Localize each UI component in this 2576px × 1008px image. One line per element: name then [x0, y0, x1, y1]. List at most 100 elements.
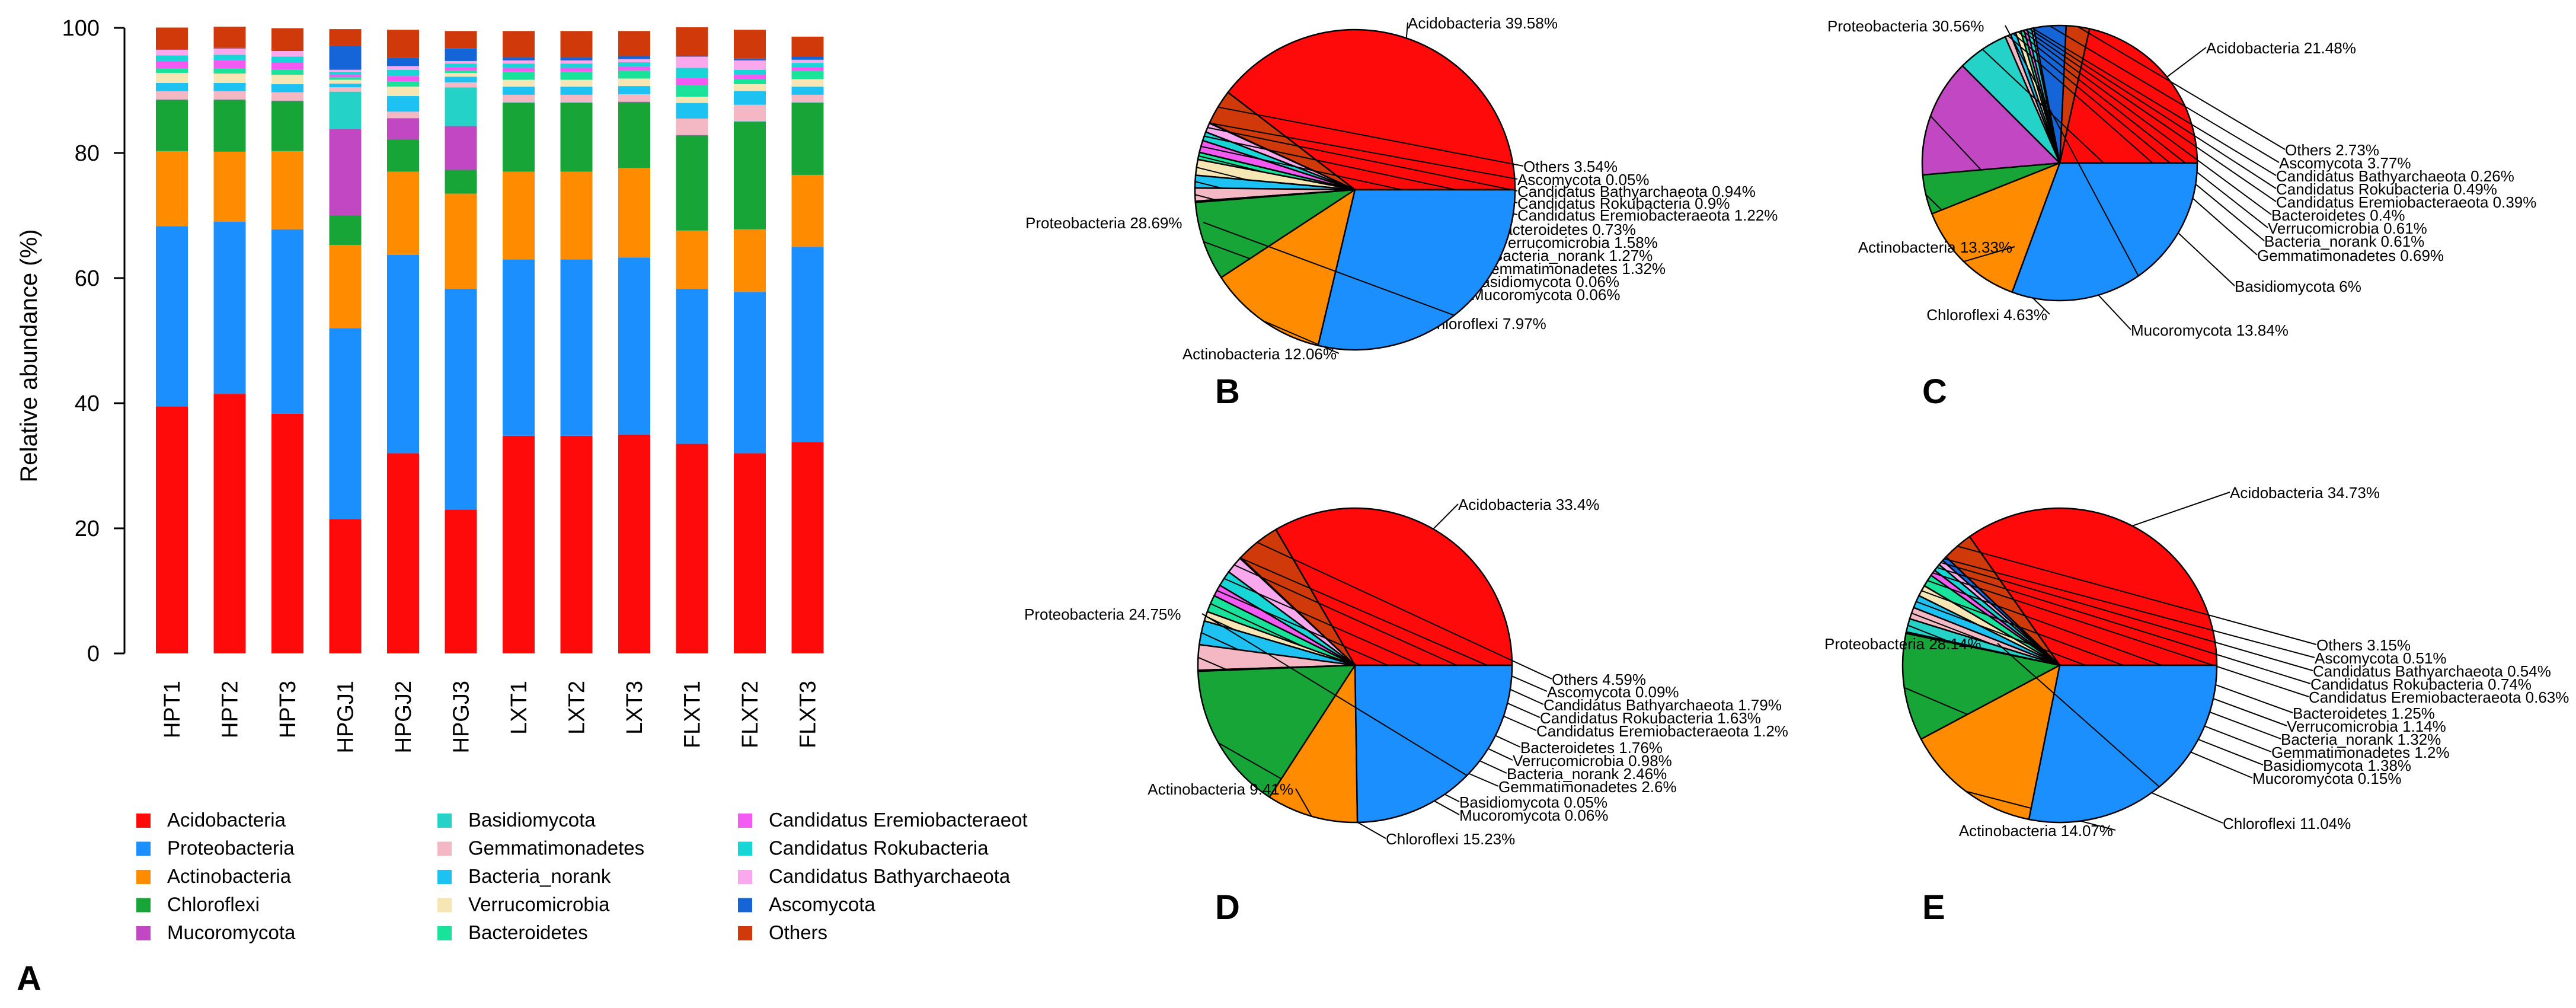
x-tick-label-flxt3: FLXT3	[796, 681, 821, 748]
bar-flxt3-ascomycota	[791, 56, 824, 60]
pie-e-label-verrucomicrobia: Verrucomicrobia 1.14%	[2287, 717, 2446, 735]
pie-c-leader-verrucomicrobia	[2018, 31, 2268, 228]
bar-hpt1-gemmatimonadetes	[156, 91, 188, 100]
x-tick-label-hpt3: HPT3	[276, 681, 301, 738]
bar-hpgj2-gemmatimonadetes	[387, 111, 419, 118]
bar-hpt3-candidatus-rokubacteria	[271, 56, 303, 63]
bar-lxt2-candidatus-eremiobacteraeota	[560, 68, 593, 72]
pie-c-leader-candidatus-eremiobacteraeota	[2025, 29, 2277, 202]
pie-e-slice-acidobacteria	[1968, 507, 2218, 666]
legend-label-bacteria-norank: Bacteria_norank	[468, 865, 611, 887]
bar-hpgj3-ascomycota	[445, 48, 477, 61]
bar-hpt3-proteobacteria	[271, 229, 303, 414]
bar-hpt3-acidobacteria	[271, 413, 303, 653]
bar-flxt1-mucoromycota	[676, 135, 708, 136]
pie-d-label-proteobacteria: Proteobacteria 24.75%	[1024, 605, 1181, 623]
bar-flxt3-candidatus-rokubacteria	[791, 63, 824, 68]
pie-e-leader-verrucomicrobia	[1921, 590, 2287, 726]
bar-lxt1-chloroflexi	[503, 103, 535, 172]
legend-swatch-proteobacteria	[136, 841, 151, 856]
pie-d-label-actinobacteria: Actinobacteria 9.41%	[1148, 780, 1293, 798]
panel-c: Acidobacteria 21.48% Others 2.73%Ascomyco…	[1827, 17, 2536, 339]
bar-lxt2-bacteria-norank	[560, 87, 593, 95]
bar-flxt2-bacteria-norank	[734, 91, 766, 105]
bar-lxt2-acidobacteria	[560, 435, 593, 653]
bar-lxt3-proteobacteria	[618, 257, 650, 435]
bar-lxt1-candidatus-bathyarchaeota	[503, 60, 535, 64]
bar-flxt3-proteobacteria	[791, 247, 824, 442]
bar-flxt3-gemmatimonadetes	[791, 94, 824, 103]
x-tick-label-hpt2: HPT2	[218, 681, 243, 738]
pie-d-leader-others	[1257, 541, 1552, 680]
pie-e-label-bacteroidetes: Bacteroidetes 1.25%	[2293, 704, 2435, 722]
bar-hpt3-ascomycota	[271, 50, 303, 52]
bar-hpt2-candidatus-rokubacteria	[213, 55, 246, 60]
pie-c-label-chloroflexi: Chloroflexi 4.63%	[1926, 306, 2047, 324]
bar-hpgj1-gemmatimonadetes	[329, 87, 362, 92]
bar-hpgj2-acidobacteria	[387, 453, 419, 653]
bar-hpgj2-bacteroidetes	[387, 81, 419, 87]
bar-flxt3-bacteroidetes	[791, 71, 824, 79]
bar-flxt2-candidatus-bathyarchaeota	[734, 60, 766, 70]
bar-flxt3-candidatus-bathyarchaeota	[791, 59, 824, 63]
pie-b-leader-proteobacteria	[1203, 222, 1455, 316]
bar-hpgj1-candidatus-rokubacteria	[329, 71, 362, 75]
bar-flxt3-actinobacteria	[791, 174, 824, 247]
bar-hpt2-bacteria-norank	[213, 82, 246, 91]
bar-flxt2-actinobacteria	[734, 229, 766, 292]
bar-hpgj1-verrucomicrobia	[329, 79, 362, 84]
bar-lxt3-candidatus-bathyarchaeota	[618, 59, 650, 63]
bar-flxt1-others	[676, 27, 708, 56]
bar-hpgj1-proteobacteria	[329, 328, 362, 519]
bar-lxt2-others	[560, 31, 593, 58]
bar-hpt2-gemmatimonadetes	[213, 91, 246, 100]
bar-hpt2-ascomycota	[213, 47, 246, 49]
bar-flxt3-bacteria-norank	[791, 87, 824, 95]
pie-e-label-basidiomycota: Basidiomycota 1.38%	[2263, 757, 2411, 774]
y-axis: 0 20 40 60 80 100	[62, 16, 126, 666]
bar-lxt1-others	[503, 31, 535, 58]
x-tick-label-lxt2: LXT2	[565, 681, 590, 735]
bar-flxt1-proteobacteria	[676, 288, 708, 444]
bar-hpt1-candidatus-eremiobacteraeota	[156, 60, 188, 69]
pie-e-label-candidatus-rokubacteria: Candidatus Rokubacteria 0.74%	[2310, 675, 2532, 693]
bar-hpgj3-gemmatimonadetes	[445, 82, 477, 88]
legend-swatch-ascomycota	[738, 898, 752, 913]
legend-swatch-gemmatimonadetes	[437, 841, 452, 856]
legend-label-chloroflexi: Chloroflexi	[167, 894, 260, 916]
pie-b-label-verrucomicrobia: Verrucomicrobia 1.58%	[1498, 234, 1658, 251]
bar-hpt3-gemmatimonadetes	[271, 92, 303, 101]
bar-lxt1-bacteroidetes	[503, 71, 535, 80]
bar-hpt1-actinobacteria	[156, 151, 188, 227]
bar-lxt3-candidatus-eremiobacteraeota	[618, 66, 650, 71]
pie-c-label-mucoromycota: Mucoromycota 13.84%	[2131, 321, 2289, 339]
bar-hpgj1-chloroflexi	[329, 215, 362, 245]
pie-b-slice-chloroflexi	[1194, 189, 1356, 279]
bar-flxt2-verrucomicrobia	[734, 84, 766, 91]
bar-hpt2-candidatus-eremiobacteraeota	[213, 60, 246, 69]
pie-e-label-chloroflexi: Chloroflexi 11.04%	[2223, 815, 2351, 832]
pie-b-label-candidatus-eremiobacteraeota: Candidatus Eremiobacteraeota 1.22%	[1517, 206, 1778, 224]
legend-label-candidatus-eremiobacteraeot: Candidatus Eremiobacteraeot	[769, 809, 1028, 831]
x-tick-label-hpgj1: HPGJ1	[334, 681, 359, 753]
bar-lxt1-verrucomicrobia	[503, 79, 535, 87]
bar-lxt1-candidatus-eremiobacteraeota	[503, 68, 535, 72]
pie-b-label-actinobacteria: Actinobacteria 12.06%	[1182, 345, 1337, 363]
pie-c-label-bacteroidetes: Bacteroidetes 0.4%	[2271, 206, 2405, 224]
bar-hpgj3-actinobacteria	[445, 193, 477, 289]
pie-d-label-acidobacteria: Acidobacteria 33.4%	[1458, 496, 1599, 513]
y-tick-label-80: 80	[75, 141, 100, 166]
bar-lxt3-candidatus-rokubacteria	[618, 62, 650, 67]
pie-e-leader-acidobacteria	[2131, 492, 2230, 527]
pie-c-label-ascomycota: Ascomycota 3.77%	[2279, 154, 2411, 172]
x-tick-label-hpgj3: HPGJ3	[449, 681, 474, 753]
bar-hpgj1-basidiomycota	[329, 91, 362, 129]
bar-hpt2-chloroflexi	[213, 100, 246, 152]
bar-hpt1-bacteria-norank	[156, 82, 188, 91]
pie-e-label-others: Others 3.15%	[2316, 636, 2411, 654]
pie-b-label-others: Others 3.54%	[1523, 158, 1618, 176]
pie-d-leader-proteobacteria	[1201, 613, 1468, 776]
bar-flxt3-verrucomicrobia	[791, 79, 824, 87]
pie-b-leader-acidobacteria	[1405, 22, 1408, 39]
